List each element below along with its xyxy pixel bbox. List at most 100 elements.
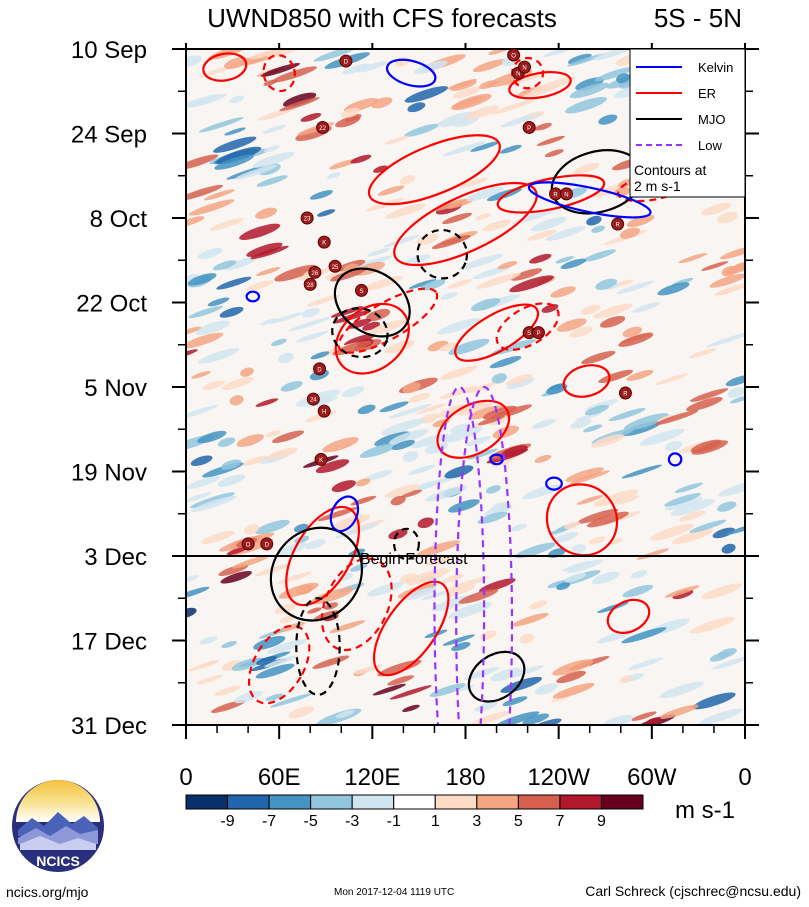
footer-timestamp: Mon 2017-12-04 1119 UTC xyxy=(334,887,455,898)
anomaly-cell xyxy=(654,410,699,426)
anomaly-cell xyxy=(191,370,211,379)
anomaly-cell xyxy=(705,332,745,348)
anomaly-cell xyxy=(439,385,478,400)
storm-symbol xyxy=(518,60,532,74)
anomaly-cell xyxy=(544,149,564,158)
storm-symbol xyxy=(260,537,274,551)
storm-symbol xyxy=(317,404,331,418)
anomaly-cell xyxy=(402,254,431,266)
anomaly-cell xyxy=(220,570,252,584)
anomaly-cell xyxy=(344,114,362,122)
anomaly-cell xyxy=(197,248,223,259)
er-contour xyxy=(393,181,538,267)
colorbar-label: -1 xyxy=(387,813,401,830)
storm-marker: K xyxy=(317,235,331,249)
anomaly-cell xyxy=(322,437,359,453)
anomaly-cell xyxy=(491,99,536,115)
anomaly-cell xyxy=(234,690,263,704)
anomaly-cell xyxy=(621,464,663,479)
storm-marker: 23 xyxy=(300,211,314,225)
anomaly-cell xyxy=(622,326,643,338)
anomaly-cell xyxy=(331,480,356,493)
anomaly-cell xyxy=(210,700,246,713)
anomaly-cell xyxy=(490,667,522,682)
anomaly-cell xyxy=(560,258,587,270)
anomaly-cell xyxy=(522,713,550,725)
anomaly-cell xyxy=(531,419,556,429)
er-contour xyxy=(508,71,572,100)
anomaly-cell xyxy=(627,657,664,670)
anomaly-cell xyxy=(548,526,571,536)
anomaly-cell xyxy=(317,209,336,217)
anomaly-cell xyxy=(246,242,283,257)
anomaly-cell xyxy=(274,264,317,282)
anomaly-cell xyxy=(465,436,492,447)
anomaly-cell xyxy=(269,693,313,708)
anomaly-cell xyxy=(199,117,244,133)
anomaly-cell xyxy=(310,351,330,360)
anomaly-cell xyxy=(236,434,264,447)
anomaly-cell xyxy=(534,454,552,463)
storm-symbol xyxy=(354,283,368,297)
anomaly-cell xyxy=(584,404,609,416)
anomaly-cell xyxy=(630,570,648,579)
anomaly-cell xyxy=(678,253,708,264)
anomaly-cell xyxy=(689,519,727,533)
legend: Kelvin ER MJO Low Contours at2 m s-1 xyxy=(629,48,746,198)
anomaly-cell xyxy=(401,489,422,498)
colorbar-swatch xyxy=(434,794,478,810)
x-tick-label: 180 xyxy=(445,764,485,791)
legend-label: Low xyxy=(698,138,722,153)
anomaly-cell xyxy=(701,261,729,271)
storm-marker: S xyxy=(354,283,368,297)
anomaly-cell xyxy=(599,315,626,328)
anomaly-cell xyxy=(510,268,543,281)
anomaly-cell xyxy=(466,382,496,394)
anomaly-cell xyxy=(452,86,481,99)
anomaly-cell xyxy=(197,430,227,444)
anomaly-cell xyxy=(377,185,405,196)
anomaly-cell xyxy=(688,348,717,359)
anomaly-cell xyxy=(729,396,745,404)
anomaly-cell xyxy=(534,683,558,695)
anomaly-cell xyxy=(217,437,236,447)
er-contour xyxy=(562,364,611,398)
anomaly-cell xyxy=(665,496,703,511)
anomaly-cell xyxy=(591,434,625,448)
anomaly-cell xyxy=(712,527,735,539)
kelvin-contour xyxy=(245,290,261,303)
anomaly-cell xyxy=(277,542,308,555)
anomaly-cell xyxy=(186,216,205,227)
anomaly-cell xyxy=(420,279,446,291)
anomaly-cell xyxy=(384,340,415,354)
anomaly-cell xyxy=(271,430,305,443)
anomaly-cell xyxy=(576,495,604,505)
colorbar-label: 7 xyxy=(555,813,564,830)
anomaly-cell xyxy=(280,381,303,392)
storm-marker: R xyxy=(549,187,563,201)
anomaly-cell xyxy=(450,80,477,91)
footer-site-link[interactable]: ncics.org/mjo xyxy=(6,884,89,900)
anomaly-cell xyxy=(550,286,576,298)
anomaly-cell xyxy=(449,423,471,433)
storm-symbol xyxy=(531,326,545,340)
anomaly-cell xyxy=(440,292,458,300)
anomaly-cell xyxy=(190,455,213,466)
anomaly-cell xyxy=(214,685,242,696)
anomaly-cell xyxy=(519,633,535,644)
storm-label: 23 xyxy=(304,217,311,223)
anomaly-cell xyxy=(282,92,317,107)
storm-label: S xyxy=(527,331,531,337)
anomaly-cell xyxy=(391,439,415,451)
anomaly-cell xyxy=(569,82,609,99)
storm-marker: 24 xyxy=(306,392,320,406)
anomaly-cell xyxy=(482,219,512,232)
anomaly-cell xyxy=(690,616,735,634)
kelvin-contour xyxy=(545,476,563,491)
anomaly-cell xyxy=(659,704,699,720)
anomaly-cell xyxy=(255,398,279,407)
y-tick-label: 24 Sep xyxy=(71,122,147,149)
chart-region: 5S - 5N xyxy=(654,3,742,33)
anomaly-cell xyxy=(364,469,393,481)
storm-label: 26 xyxy=(312,271,319,277)
